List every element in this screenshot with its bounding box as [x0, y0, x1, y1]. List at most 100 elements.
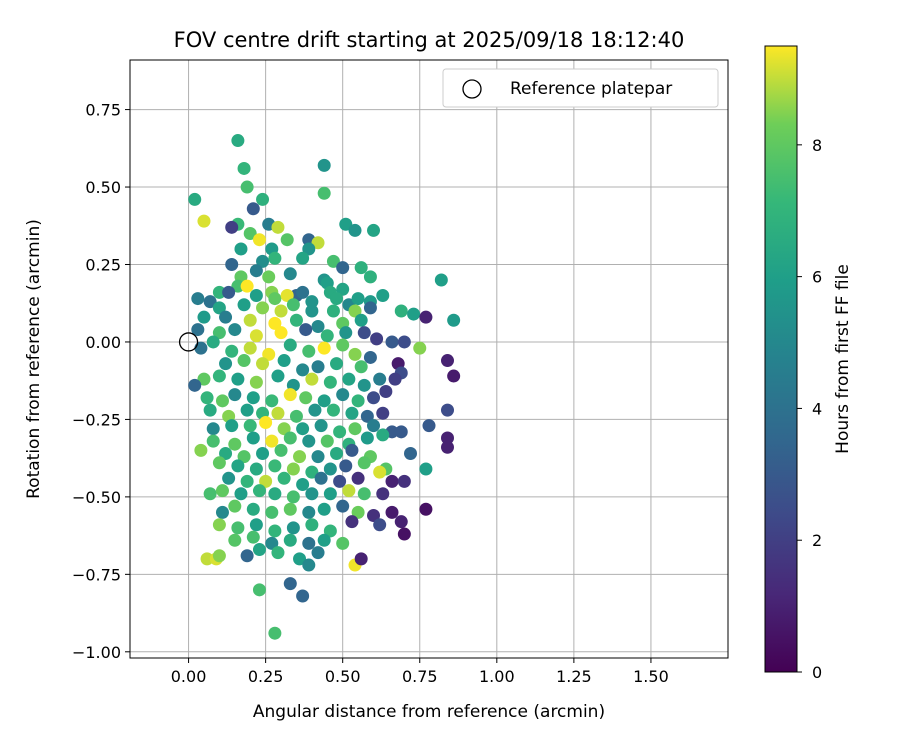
data-point — [212, 518, 226, 532]
data-point — [237, 161, 251, 175]
data-point — [357, 487, 371, 501]
data-point — [219, 357, 233, 371]
data-point — [320, 434, 334, 448]
data-point — [271, 406, 285, 420]
data-point — [283, 338, 297, 352]
x-tick-label: 0.50 — [325, 667, 361, 686]
colorbar-tick-label: 0 — [812, 663, 822, 682]
data-point — [360, 431, 374, 445]
data-point — [330, 292, 344, 306]
data-point — [268, 459, 282, 473]
data-point — [206, 434, 220, 448]
y-tick-label: 0.75 — [85, 101, 121, 120]
data-point — [367, 391, 381, 405]
data-point — [376, 288, 390, 302]
x-tick-label: 0.00 — [171, 667, 207, 686]
data-point — [231, 134, 245, 148]
data-point — [262, 347, 276, 361]
data-point — [246, 431, 260, 445]
data-point — [191, 292, 205, 306]
x-axis-label: Angular distance from reference (arcmin) — [253, 702, 605, 722]
data-point — [268, 524, 282, 538]
data-point — [373, 465, 387, 479]
data-point — [265, 434, 279, 448]
data-point — [262, 270, 276, 284]
colorbar-tick-label: 2 — [812, 531, 822, 550]
data-point — [283, 577, 297, 591]
data-point — [447, 313, 461, 327]
data-point — [237, 354, 251, 368]
data-point — [311, 450, 325, 464]
data-point — [249, 375, 263, 389]
data-point — [330, 357, 344, 371]
data-point — [225, 419, 239, 433]
data-point — [397, 474, 411, 488]
data-point — [354, 360, 368, 374]
data-point — [293, 552, 307, 566]
data-point — [271, 369, 285, 383]
x-tick-label: 1.25 — [556, 667, 592, 686]
data-point — [397, 335, 411, 349]
data-point — [243, 419, 257, 433]
data-point — [188, 192, 202, 206]
data-point — [348, 223, 362, 237]
data-point — [305, 304, 319, 318]
data-point — [363, 301, 377, 315]
data-point — [354, 313, 368, 327]
data-point — [397, 527, 411, 541]
data-point — [256, 192, 270, 206]
data-point — [419, 462, 433, 476]
data-point — [302, 558, 316, 572]
data-point — [323, 375, 337, 389]
data-point — [259, 416, 273, 430]
data-point — [345, 406, 359, 420]
data-point — [249, 264, 263, 278]
data-point — [373, 372, 387, 386]
data-point — [215, 484, 229, 498]
data-point — [203, 295, 217, 309]
data-point — [345, 443, 359, 457]
data-point — [440, 354, 454, 368]
legend: Reference platepar — [442, 68, 719, 108]
data-point — [240, 180, 254, 194]
reference-platepar-marker — [178, 332, 199, 352]
data-point — [317, 394, 331, 408]
data-point — [404, 447, 418, 461]
data-point — [243, 313, 257, 327]
data-point — [299, 391, 313, 405]
data-point — [243, 341, 257, 355]
data-point — [283, 388, 297, 402]
data-point — [333, 474, 347, 488]
data-point — [302, 536, 316, 550]
data-point — [367, 223, 381, 237]
data-point — [268, 316, 282, 330]
y-axis-ticks: 0.75 0.50 0.25 0.00 −0.25 −0.50 −0.75 −1.00 — [72, 101, 130, 662]
data-point — [302, 434, 316, 448]
data-point — [249, 518, 263, 532]
data-point — [231, 372, 245, 386]
data-point — [271, 546, 285, 560]
data-point — [212, 549, 226, 563]
data-point — [447, 369, 461, 383]
data-point — [191, 323, 205, 337]
colorbar-tick-label: 8 — [812, 136, 822, 155]
data-point — [370, 332, 384, 346]
data-point — [302, 242, 316, 256]
data-point — [342, 372, 356, 386]
data-point — [249, 462, 263, 476]
data-point — [305, 518, 319, 532]
data-point — [252, 583, 266, 597]
data-point — [225, 220, 239, 234]
data-point — [197, 372, 211, 386]
x-tick-label: 0.25 — [248, 667, 284, 686]
data-point — [336, 499, 350, 513]
data-point — [283, 431, 297, 445]
data-point — [373, 518, 387, 532]
data-point — [314, 471, 328, 485]
data-point — [336, 536, 350, 550]
data-point — [222, 285, 236, 299]
data-point — [200, 391, 214, 405]
data-point — [289, 313, 303, 327]
data-point — [317, 158, 331, 172]
data-point — [280, 288, 294, 302]
